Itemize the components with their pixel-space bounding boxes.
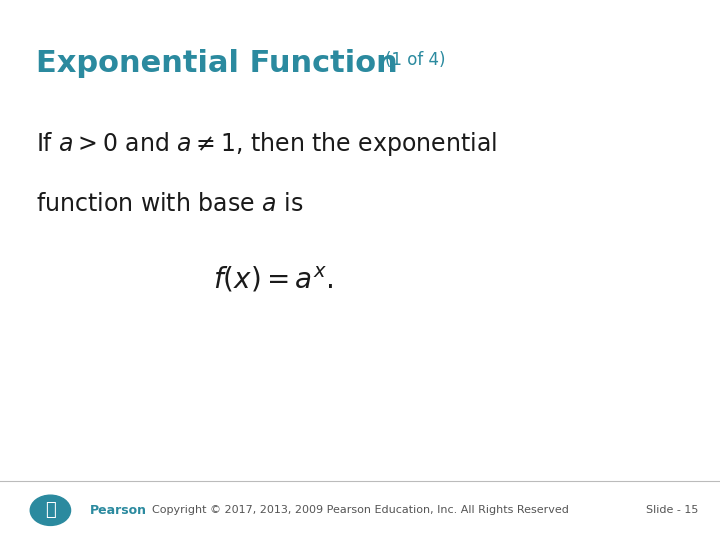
Text: Exponential Function: Exponential Function bbox=[36, 49, 397, 78]
Text: Slide - 15: Slide - 15 bbox=[646, 505, 698, 515]
Text: $f(x) = a^x.$: $f(x) = a^x.$ bbox=[213, 265, 334, 294]
Text: Pearson: Pearson bbox=[90, 504, 147, 517]
Text: Copyright © 2017, 2013, 2009 Pearson Education, Inc. All Rights Reserved: Copyright © 2017, 2013, 2009 Pearson Edu… bbox=[152, 505, 568, 515]
Text: Ⓟ: Ⓟ bbox=[45, 501, 55, 519]
Text: (1 of 4): (1 of 4) bbox=[385, 51, 446, 69]
Text: function with base $a$ is: function with base $a$ is bbox=[36, 192, 303, 215]
Text: If $a>0$ and $a\neq 1$, then the exponential: If $a>0$ and $a\neq 1$, then the exponen… bbox=[36, 130, 497, 158]
Circle shape bbox=[30, 495, 71, 525]
